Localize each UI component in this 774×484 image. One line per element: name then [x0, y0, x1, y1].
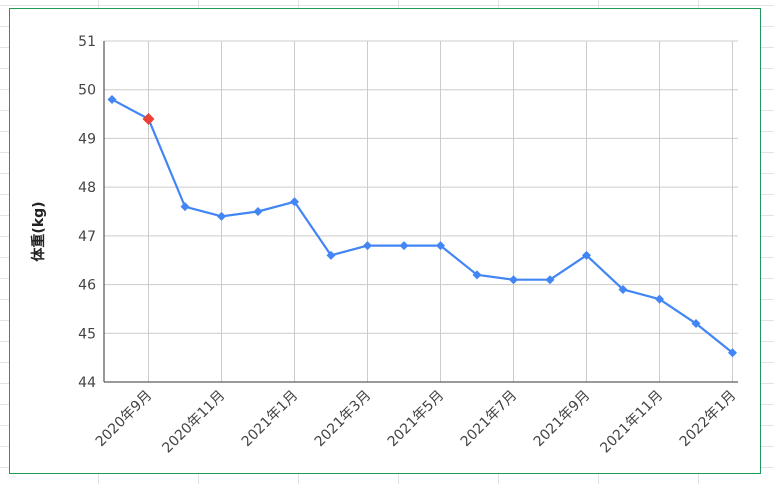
- data-point: [472, 270, 482, 280]
- x-tick-label: 2021年11月: [597, 388, 666, 457]
- data-point: [436, 241, 445, 251]
- data-point: [363, 241, 372, 251]
- axes: [103, 41, 738, 383]
- x-tick-label: 2022年1月: [677, 388, 740, 451]
- y-tick-label: 48: [78, 180, 96, 196]
- y-tick-label: 44: [78, 375, 96, 391]
- x-tick-label: 2021年1月: [239, 388, 302, 451]
- y-tick-label: 51: [78, 34, 96, 50]
- x-tick-label: 2021年5月: [385, 388, 448, 451]
- data-point: [545, 275, 555, 285]
- highlighted-data-point: [142, 112, 155, 125]
- data-point: [326, 250, 336, 260]
- grid-lines: [104, 40, 738, 382]
- y-tick-label: 46: [78, 278, 96, 294]
- y-axis-tick-labels: 44 45 46 47 48 49 50 51: [78, 34, 96, 391]
- data-point: [509, 275, 518, 285]
- data-point: [180, 202, 190, 212]
- x-tick-label: 2021年3月: [312, 388, 375, 451]
- series-weight: [107, 94, 737, 358]
- chart-frame[interactable]: 44 45 46 47 48 49 50 51 2020年9月 2020年11月 2021年1月 2…: [9, 8, 761, 474]
- data-point: [691, 319, 701, 329]
- data-point: [728, 348, 737, 358]
- data-point: [290, 197, 299, 207]
- y-tick-label: 45: [78, 326, 96, 342]
- x-tick-label: 2020年9月: [93, 388, 156, 451]
- x-axis-tick-labels: 2020年9月 2020年11月 2021年1月 2021年3月 2021年5月 2021…: [93, 388, 740, 457]
- data-point: [107, 94, 117, 104]
- y-axis-label: 体重(kg): [30, 201, 47, 261]
- data-point: [618, 284, 628, 294]
- data-point: [399, 241, 409, 251]
- x-tick-label: 2020年11月: [159, 388, 228, 457]
- y-tick-label: 50: [78, 83, 96, 99]
- y-tick-label: 49: [78, 131, 96, 147]
- data-point: [217, 211, 226, 221]
- series-line: [111, 98, 734, 354]
- y-tick-label: 47: [78, 229, 96, 245]
- data-point: [655, 294, 664, 304]
- data-point: [253, 207, 263, 216]
- data-point: [582, 250, 591, 260]
- x-tick-label: 2021年7月: [458, 388, 521, 451]
- x-tick-label: 2021年9月: [531, 388, 594, 451]
